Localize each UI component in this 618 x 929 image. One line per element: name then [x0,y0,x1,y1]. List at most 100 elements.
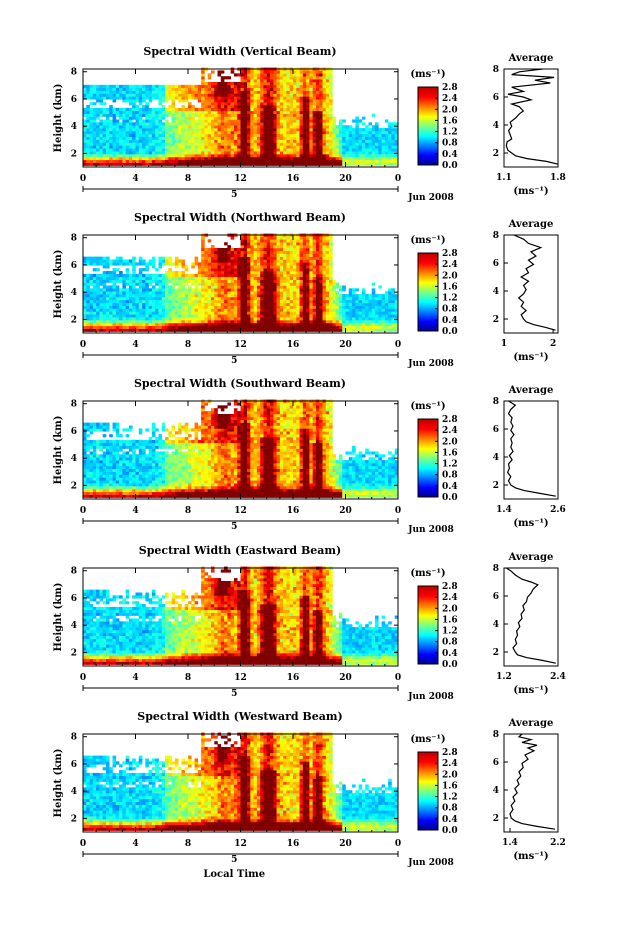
heatmap-cell [361,133,366,138]
heatmap-cell [207,271,212,275]
heatmap-cell [201,113,205,117]
heatmap-cell [135,116,140,120]
heatmap-cell [92,128,97,132]
heatmap-cell [168,259,172,263]
heatmap-cell [210,99,215,103]
heatmap-cell [329,250,333,255]
heatmap-cell [171,299,176,304]
heatmap-cell [142,87,146,91]
heatmap-cell [214,159,218,163]
heatmap-cell [368,145,373,149]
heatmap-cell [247,110,251,114]
heatmap-cell [237,247,241,252]
heatmap-cell [315,113,320,117]
heatmap-cell [214,279,218,283]
heatmap-cell [276,250,281,255]
heatmap-cell [371,294,376,298]
heatmap-cell [178,325,182,329]
heatmap-cell [184,308,189,312]
heatmap-cell [302,305,307,309]
heatmap-cell [135,90,140,94]
heatmap-cell [161,273,166,278]
heatmap-cell [122,302,126,306]
heatmap-cell [358,302,363,306]
heatmap-cell [188,299,192,304]
heatmap-cell [105,154,110,158]
heatmap-cell [96,320,100,324]
heatmap-cell [355,294,359,298]
heatmap-cell [289,87,294,91]
heatmap-cell [263,245,268,249]
heatmap-cell [148,122,153,126]
heatmap-cell [253,239,258,243]
heatmap-cell [138,130,143,135]
heatmap-cell [230,122,235,126]
heatmap-cell [148,84,153,89]
heatmap-cell [394,148,399,152]
heatmap-cell [178,142,182,146]
heatmap-cell [286,308,291,312]
heatmap-cell [138,317,143,321]
heatmap-cell [299,322,304,327]
heatmap-cell [289,116,294,120]
heatmap-cell [315,282,320,286]
heatmap-cell [168,273,172,278]
heatmap-cell [135,125,140,129]
heatmap-cell [233,265,238,269]
heatmap-cell [119,311,123,315]
heatmap-cell [243,70,248,74]
heatmap-cell [210,116,215,120]
heatmap-cell [165,276,169,280]
heatmap-cell [371,302,376,306]
heatmap-cell [181,122,186,126]
heatmap-cell [109,325,113,329]
heatmap-cell [302,90,307,94]
heatmap-cell [112,96,117,100]
heatmap-cell [204,302,208,306]
heatmap-cell [207,90,212,94]
heatmap-cell [273,276,277,280]
heatmap-cell [217,136,222,140]
heatmap-cell [220,119,225,123]
heatmap-cell [174,162,179,166]
heatmap-cell [92,291,97,295]
heatmap-cell [184,322,189,327]
heatmap-cell [99,93,103,97]
heatmap-cell [188,159,192,163]
heatmap-cell [89,136,94,140]
heatmap-cell [132,311,136,315]
heatmap-cell [342,285,346,289]
heatmap-cell [266,279,271,283]
heatmap-cell [312,113,317,117]
heatmap-cell [378,317,382,321]
heatmap-cell [142,322,146,327]
heatmap-cell [319,296,323,301]
heatmap-cell [132,159,136,163]
heatmap-cell [119,133,123,138]
heatmap-cell [86,96,90,100]
heatmap-cell [273,128,277,132]
heatmap-cell [329,142,333,146]
heatmap-cell [260,276,264,280]
heatmap-cell [309,325,313,329]
heatmap-cell [270,268,274,272]
heatmap-cell [188,102,192,106]
heatmap-cell [263,116,268,120]
heatmap-cell [384,142,389,146]
heatmap-cell [335,162,340,166]
heatmap-cell [112,328,117,332]
heatmap-cell [151,311,156,315]
heatmap-cell [168,276,172,280]
heatmap-cell [319,122,323,126]
heatmap-cell [293,317,297,321]
heatmap-cell [207,322,212,327]
heatmap-cell [243,322,248,327]
heatmap-cell [194,110,199,114]
heatmap-cell [250,128,254,132]
heatmap-cell [96,133,100,138]
heatmap-cell [171,90,176,94]
heatmap-cell [148,128,153,132]
heatmap-cell [319,125,323,129]
heatmap-cell [197,154,202,158]
heatmap-cell [319,325,323,329]
